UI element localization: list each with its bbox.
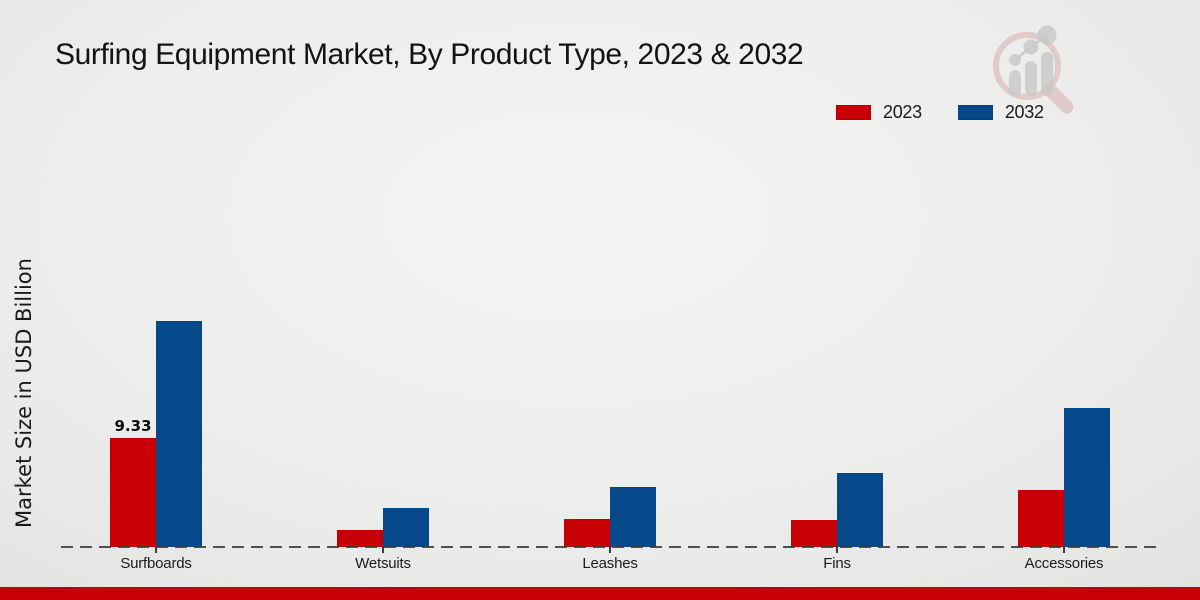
legend-item-2023: 2023: [836, 102, 922, 123]
category-label-leashes: Leashes: [582, 555, 638, 572]
bar-2023-accessories: [1018, 489, 1064, 547]
legend-swatch-2032: [957, 105, 993, 120]
x-tick-leashes: [609, 547, 611, 553]
legend: 2023 2032: [836, 102, 1044, 123]
x-tick-wetsuits: [382, 547, 384, 553]
category-label-accessories: Accessories: [1024, 555, 1104, 572]
category-label-surfboards: Surfboards: [120, 555, 192, 572]
bar-2023-leashes: [564, 518, 610, 547]
value-label-surfboards-2023: 9.33: [114, 417, 152, 435]
footer-accent-bar: [0, 587, 1200, 600]
bar-2032-wetsuits: [383, 507, 429, 547]
x-tick-fins: [836, 547, 838, 553]
bar-2023-fins: [791, 519, 837, 547]
category-label-fins: Fins: [823, 555, 851, 572]
bar-2023-wetsuits: [337, 530, 383, 547]
bar-2032-surfboards: [156, 320, 202, 547]
bar-2032-leashes: [610, 486, 656, 547]
category-label-wetsuits: Wetsuits: [355, 555, 411, 572]
legend-label-2032: 2032: [1004, 102, 1044, 122]
bar-2023-surfboards: [110, 438, 156, 547]
x-tick-surfboards: [155, 547, 157, 553]
x-tick-accessories: [1063, 547, 1065, 553]
page-title: Surfing Equipment Market, By Product Typ…: [55, 38, 804, 71]
bar-2032-fins: [837, 472, 883, 547]
magnifier-bar-chart-watermark-icon: [993, 25, 1074, 114]
legend-label-2023: 2023: [883, 102, 922, 122]
legend-item-2032: 2032: [957, 102, 1044, 123]
bar-2032-accessories: [1064, 407, 1110, 547]
legend-swatch-2023: [836, 105, 871, 120]
